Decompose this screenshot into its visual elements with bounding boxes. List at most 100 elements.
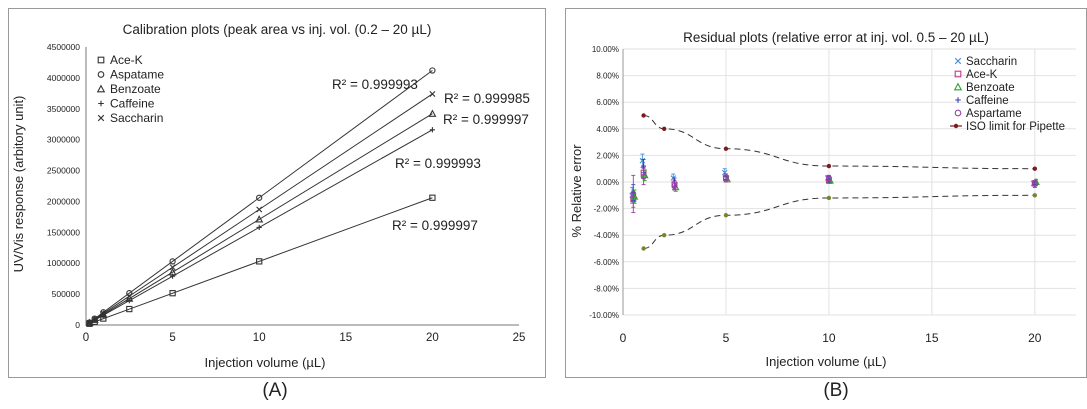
data-point-saccharin	[169, 264, 176, 271]
residual-point-aspartame	[723, 175, 729, 181]
legend-marker-ace-k	[97, 56, 105, 64]
iso-limit-point	[826, 195, 832, 201]
x-tick-label: 0	[620, 331, 627, 345]
legend-label: Benzoate	[966, 82, 1015, 94]
iso-limit-point	[1032, 166, 1038, 171]
residual-point-caffeine	[641, 163, 646, 169]
r-squared-label: R² = 0.999997	[443, 112, 529, 127]
y-tick-label: 2500000	[47, 166, 80, 176]
legend-label: Saccharin	[966, 56, 1017, 68]
data-point-aspatame	[256, 194, 263, 201]
legend-label: Benzoate	[110, 82, 161, 96]
iso-limit-point	[661, 126, 667, 131]
x-tick-label: 20	[426, 332, 439, 344]
x-tick-label: 5	[723, 331, 730, 345]
legend-marker-caffeine	[98, 100, 104, 107]
calibration-chart-svg: Calibration plots (peak area vs inj. vol…	[11, 22, 530, 370]
x-tick-label: 10	[822, 331, 836, 345]
data-point-ace-k	[256, 258, 263, 265]
legend-label: Ace-K	[110, 53, 143, 67]
chart-title: Residual plots (relative error at inj. v…	[683, 30, 989, 45]
residual-chart-svg: Residual plots (relative error at inj. v…	[569, 30, 1076, 369]
data-point-ace-k	[169, 290, 176, 297]
iso-limit-point	[826, 163, 832, 169]
r-squared-label: R² = 0.999985	[444, 91, 530, 106]
residual-point-aspartame	[630, 191, 637, 197]
x-axis-label: Injection volume (µL)	[205, 355, 326, 370]
x-tick-label: 0	[83, 332, 89, 344]
residual-point-aspartame	[671, 183, 678, 189]
iso-limit-lower-curve	[643, 194, 1035, 249]
legend-marker-iso-limit-dot	[953, 123, 959, 129]
y-tick-label: 4500000	[47, 42, 80, 52]
x-tick-label: 25	[513, 332, 526, 344]
iso-limit-point	[723, 146, 729, 151]
x-tick-label: 15	[339, 332, 352, 344]
x-axis-label: Injection volume (µL)	[766, 354, 887, 369]
legend-marker-benzoate	[96, 84, 106, 93]
y-tick-label: 4.00%	[596, 125, 619, 134]
r-squared-label: R² = 0.999993	[395, 156, 481, 171]
x-tick-label: 20	[1028, 331, 1042, 345]
legend-marker-ace-k	[954, 70, 962, 78]
data-point-saccharin	[126, 293, 133, 300]
residual-point-aspartame	[825, 175, 832, 181]
x-tick-label: 5	[169, 332, 175, 344]
y-tick-label: 4000000	[47, 73, 80, 83]
legend-label: Aspartame	[966, 108, 1022, 120]
legend-label: Aspatame	[110, 68, 164, 82]
trendline-ace-k	[89, 197, 433, 325]
data-point-benzoate	[428, 109, 437, 117]
y-tick-label: 0	[75, 320, 80, 330]
iso-limit-point	[723, 213, 729, 218]
iso-limit-point	[641, 246, 646, 251]
legend-label: ISO limit for Pipette	[966, 121, 1065, 133]
y-axis-label: % Relative error	[569, 144, 584, 238]
legend-label: Caffeine	[966, 95, 1009, 107]
iso-limit-point	[1032, 193, 1038, 198]
data-point-aspatame	[169, 258, 176, 265]
x-tick-label: 10	[253, 332, 266, 344]
y-tick-label: 3500000	[47, 104, 80, 114]
residual-point-aspartame	[640, 173, 647, 180]
y-tick-label: 2.00%	[596, 151, 619, 160]
iso-limit-point	[661, 233, 667, 238]
y-tick-label: 500000	[52, 289, 81, 299]
legend-marker-saccharin	[97, 114, 105, 122]
r-squared-label: R² = 0.999993	[332, 77, 418, 92]
data-point-ace-k	[126, 305, 133, 313]
legend-marker-aspatame	[97, 71, 105, 78]
data-point-saccharin	[429, 90, 436, 97]
y-tick-label: -4.00%	[594, 231, 619, 240]
legend-marker-caffeine	[955, 97, 961, 103]
data-point-saccharin	[256, 206, 263, 213]
r-squared-label: R² = 0.999997	[392, 218, 478, 233]
trendline-aspatame	[89, 70, 433, 323]
legend-label: Caffeine	[110, 97, 155, 111]
y-tick-label: -10.00%	[589, 311, 619, 320]
data-point-saccharin	[91, 316, 98, 323]
residual-point-aspartame	[1031, 180, 1038, 187]
trendline-caffeine	[89, 129, 433, 324]
data-point-saccharin	[86, 319, 93, 326]
y-tick-label: -2.00%	[594, 205, 619, 214]
iso-limit-point	[641, 113, 646, 118]
y-tick-label: 10.00%	[592, 45, 619, 54]
y-tick-label: 3000000	[47, 135, 80, 145]
data-point-caffeine	[170, 273, 176, 279]
legend-marker-saccharin	[954, 57, 962, 65]
legend-marker-benzoate	[953, 82, 963, 91]
data-point-saccharin	[100, 310, 107, 317]
legend-label: Saccharin	[110, 111, 163, 125]
y-axis-label: UV/Vis response (arbitory unit)	[11, 96, 26, 273]
chart-title: Calibration plots (peak area vs inj. vol…	[123, 22, 432, 37]
data-point-ace-k	[429, 194, 436, 201]
residual-chart: Residual plots (relative error at inj. v…	[565, 8, 1087, 378]
data-point-aspatame	[429, 67, 436, 74]
y-tick-label: -6.00%	[594, 258, 619, 267]
data-point-caffeine	[126, 297, 132, 304]
legend-label: Ace-K	[966, 69, 998, 81]
x-tick-label: 15	[925, 331, 939, 345]
data-point-benzoate	[255, 215, 264, 223]
panel-caption-a: (A)	[262, 380, 288, 401]
